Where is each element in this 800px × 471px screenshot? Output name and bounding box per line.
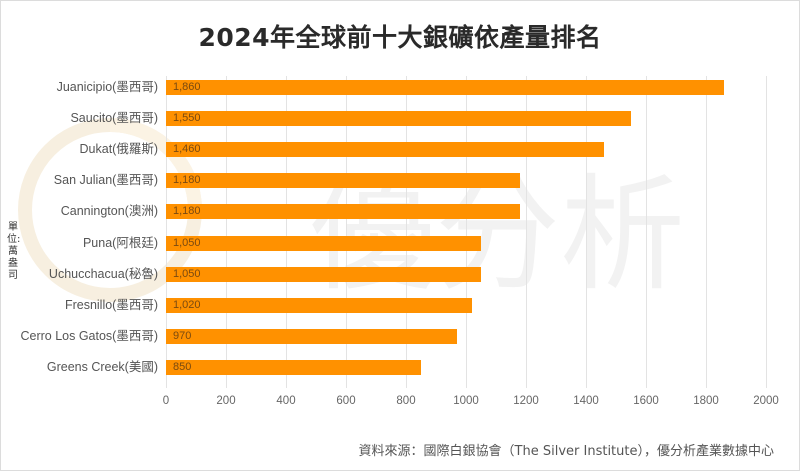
- bar-value-label: 850: [173, 361, 192, 374]
- category-label: Cannington(澳洲): [60, 204, 158, 219]
- x-tick-label: 400: [276, 395, 296, 407]
- gridline: [226, 76, 227, 388]
- bar-value-label: 1,460: [173, 142, 201, 155]
- gridline: [766, 76, 767, 388]
- gridline: [526, 76, 527, 388]
- x-tick-label: 1600: [633, 395, 659, 407]
- bar[interactable]: 850: [166, 360, 421, 376]
- bar[interactable]: 1,550: [166, 110, 631, 126]
- gridline: [586, 76, 587, 388]
- bar[interactable]: 1,180: [166, 204, 520, 220]
- x-tick-label: 800: [396, 395, 416, 407]
- chart-title: 2024年全球前十大銀礦依產量排名: [198, 23, 602, 52]
- category-label: Greens Creek(美國): [46, 360, 158, 375]
- gridline: [346, 76, 347, 388]
- x-tick-label: 2000: [753, 395, 779, 407]
- gridline: [406, 76, 407, 388]
- category-label: Cerro Los Gatos(墨西哥): [20, 329, 158, 344]
- x-tick-label: 0: [162, 395, 170, 407]
- bar[interactable]: 1,050: [166, 235, 481, 251]
- bar[interactable]: 1,180: [166, 173, 520, 189]
- bar-value-label: 1,020: [173, 298, 201, 311]
- bar[interactable]: 1,020: [166, 297, 472, 313]
- bar[interactable]: 1,860: [166, 79, 724, 95]
- category-label: Puna(阿根廷): [82, 235, 158, 250]
- bar-value-label: 1,180: [173, 174, 201, 187]
- gridline: [466, 76, 467, 388]
- bar-value-label: 1,050: [173, 267, 201, 280]
- bar[interactable]: 1,460: [166, 141, 604, 157]
- bar-value-label: 1,050: [173, 236, 201, 249]
- gridline: [646, 76, 647, 388]
- bar-value-label: 970: [173, 330, 192, 343]
- category-label: Uchucchacua(秘魯): [48, 266, 158, 281]
- gridline: [166, 76, 167, 388]
- plot-area: 1,860 1,550 1,460 1,180 1,180 1,050 1,050 1,020…: [166, 76, 767, 388]
- bar[interactable]: 970: [166, 329, 457, 345]
- bar-value-label: 1,180: [173, 205, 201, 218]
- source-note: 資料來源：國際白銀協會（The Silver Institute），優分析產業數…: [358, 444, 774, 459]
- category-label: Fresnillo(墨西哥): [64, 297, 158, 312]
- x-tick-label: 1000: [453, 395, 479, 407]
- category-label: Saucito(墨西哥): [70, 110, 158, 125]
- gridline: [286, 76, 287, 388]
- category-label: Dukat(俄羅斯): [79, 141, 158, 156]
- x-tick-label: 200: [216, 395, 236, 407]
- bar-value-label: 1,860: [173, 80, 201, 93]
- bar-value-label: 1,550: [173, 111, 201, 124]
- category-label: Juanicipio(墨西哥): [56, 79, 158, 94]
- category-label: San Julian(墨西哥): [53, 173, 158, 188]
- x-tick-label: 1800: [693, 395, 719, 407]
- x-tick-label: 1400: [573, 395, 599, 407]
- gridline: [706, 76, 707, 388]
- x-tick-label: 600: [336, 395, 356, 407]
- y-axis-label: 單位:萬盎司: [7, 222, 21, 281]
- bar[interactable]: 1,050: [166, 266, 481, 282]
- x-tick-label: 1200: [513, 395, 539, 407]
